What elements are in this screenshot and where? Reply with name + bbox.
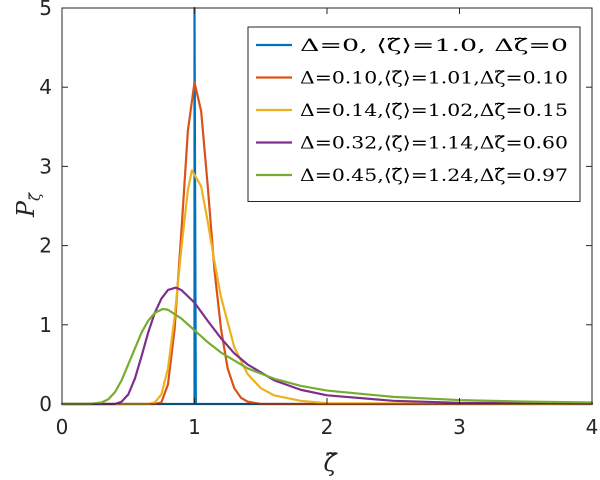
x-tick-label: 2 [321, 415, 334, 439]
y-tick-label: 0 [39, 392, 52, 416]
x-axis-label-text: ζ̃ [323, 449, 338, 477]
y-tick-label: 2 [39, 234, 52, 258]
y-tick-label: 3 [39, 154, 52, 178]
y-axis-ticks: 0 1 2 3 4 5 [39, 0, 592, 416]
y-tick-label: 4 [39, 75, 52, 99]
series-line-3 [60, 169, 594, 406]
x-axis-ticks: 0 1 2 3 4 [56, 8, 599, 439]
legend: Δ=0, ⟨ζ̃⟩=1.0, Δζ̃=0 Δ=0.10,⟨ζ̃⟩=1.01,Δζ̃… [247, 26, 581, 202]
legend-label-3: Δ=0.14,⟨ζ̃⟩=1.02,Δζ̃=0.15 [300, 101, 568, 121]
series-line-2 [60, 81, 594, 406]
legend-label-4: Δ=0.32,⟨ζ̃⟩=1.14,Δζ̃=0.60 [300, 134, 568, 154]
legend-label-2: Δ=0.10,⟨ζ̃⟩=1.01,Δζ̃=0.10 [300, 69, 568, 89]
series-line-5 [60, 307, 594, 406]
legend-label-1: Δ=0, ⟨ζ̃⟩=1.0, Δζ̃=0 [300, 36, 568, 56]
x-tick-label: 4 [586, 415, 599, 439]
x-tick-label: 1 [188, 415, 201, 439]
legend-label-5: Δ=0.45,⟨ζ̃⟩=1.24,Δζ̃=0.97 [300, 166, 568, 186]
y-tick-label: 1 [39, 313, 52, 337]
y-tick-label: 5 [39, 0, 52, 20]
y-axis-label: Pζ̃ [12, 192, 44, 218]
x-tick-label: 0 [56, 415, 69, 439]
y-axis-label-subscript: ζ̃ [26, 192, 44, 201]
legend-box [247, 26, 581, 202]
x-axis-label: ζ̃ [323, 449, 338, 477]
y-axis-label-main: P [12, 200, 40, 218]
y-axis-label-text: Pζ̃ [12, 192, 44, 218]
x-tick-label: 3 [453, 415, 466, 439]
series-line-4 [60, 286, 594, 406]
